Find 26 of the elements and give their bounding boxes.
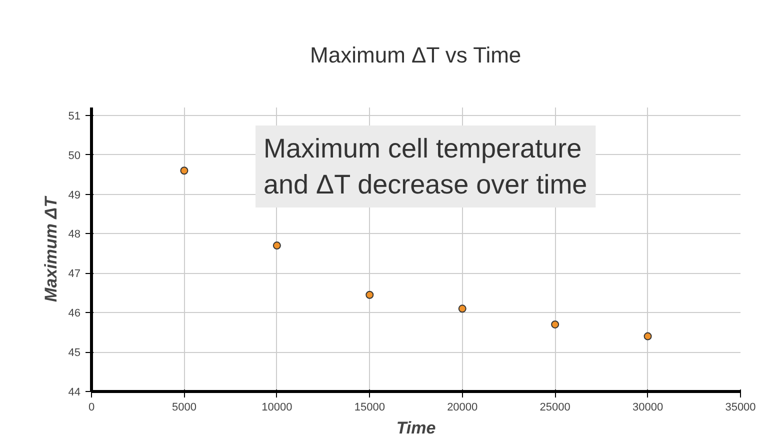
annotation: Maximum cell temperature and ΔT decrease over time (264, 134, 588, 200)
x-tick-label: 30000 (632, 402, 664, 414)
point (458, 304, 466, 313)
x-tick-label: 25000 (540, 402, 570, 414)
point (551, 320, 560, 328)
chart-title: Maximum ΔT vs Time (310, 42, 522, 68)
y-axis-title: Maximum ΔT (41, 195, 60, 302)
y-tick-label: 45 (68, 347, 81, 360)
x-axis-title: Time (396, 418, 436, 438)
y-tick-label: 49 (68, 189, 81, 202)
y-tick-label: 47 (68, 268, 81, 280)
x-tick-label: 0 (88, 402, 95, 414)
y-tick-label: 44 (68, 386, 81, 398)
x-tick-label: 35000 (725, 402, 756, 414)
y-tick-label: 48 (68, 228, 81, 241)
point (644, 332, 652, 340)
y-tick-label: 50 (68, 150, 81, 162)
point (180, 166, 188, 175)
x-tick-label: 15000 (354, 402, 385, 414)
y-tick-label: 51 (68, 110, 81, 122)
point (366, 290, 374, 299)
point (272, 242, 281, 250)
y-tick-label: 46 (68, 308, 81, 320)
x-tick-label: 10000 (262, 402, 292, 414)
x-tick-label: 5000 (172, 402, 196, 414)
x-tick-label: 20000 (447, 402, 478, 414)
